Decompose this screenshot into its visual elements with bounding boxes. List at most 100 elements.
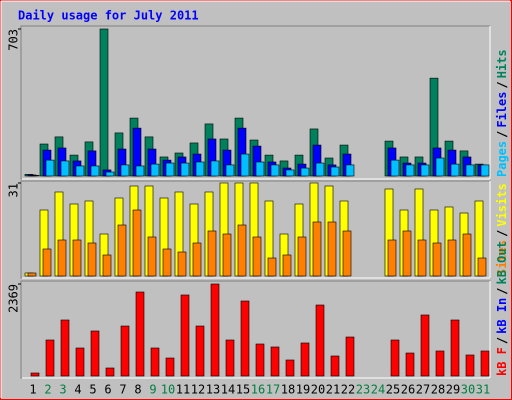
bar	[345, 164, 355, 177]
bar	[150, 347, 160, 377]
bar	[405, 164, 415, 177]
x-tick-label: 22	[341, 383, 355, 397]
chart-title: Daily usage for July 2011	[18, 9, 199, 23]
x-tick-label: 8	[134, 383, 141, 397]
legend-entry: kB In	[495, 298, 509, 334]
bar	[330, 355, 340, 377]
legend: Pages / Files / Hits	[495, 49, 509, 177]
bar	[177, 251, 187, 277]
x-tick-label: 9	[149, 383, 156, 397]
bar	[225, 339, 235, 377]
bar	[192, 242, 202, 277]
bar	[150, 163, 160, 177]
legend-entry: kB F	[495, 347, 509, 376]
x-tick-label: 5	[89, 383, 96, 397]
bar	[90, 165, 100, 177]
x-tick-label: 25	[386, 383, 400, 397]
x-tick-label: 19	[296, 383, 310, 397]
x-tick-label: 14	[221, 383, 235, 397]
bar	[480, 164, 490, 177]
bar	[210, 160, 220, 177]
bar	[195, 161, 205, 177]
legend-separator: /	[495, 131, 509, 138]
bar	[270, 346, 280, 377]
bar	[27, 272, 37, 277]
bar	[210, 283, 220, 377]
legend-separator: /	[495, 337, 509, 344]
x-tick-label: 23	[356, 383, 370, 397]
legend: Sites / Visits	[495, 183, 509, 276]
bar	[132, 209, 142, 277]
bar	[30, 372, 40, 377]
bar	[222, 233, 232, 277]
bar	[135, 291, 145, 377]
x-tick-label: 30	[461, 383, 475, 397]
bar	[42, 248, 52, 277]
legend-separator: /	[495, 230, 509, 237]
x-tick-label: 10	[161, 383, 175, 397]
x-tick-label: 17	[266, 383, 280, 397]
bar	[282, 254, 292, 277]
bar	[342, 230, 352, 277]
bar	[345, 336, 355, 377]
bar	[405, 352, 415, 377]
bar	[60, 319, 70, 377]
bar	[390, 159, 400, 177]
bar	[315, 162, 325, 177]
legend-entry: Pages	[495, 141, 509, 177]
legend-entry: Visits	[495, 183, 509, 226]
bar	[102, 254, 112, 277]
bar	[267, 257, 277, 277]
x-tick-label: 29	[446, 383, 460, 397]
x-tick-label: 4	[74, 383, 81, 397]
x-tick-label: 7	[119, 383, 126, 397]
bar	[435, 350, 445, 377]
bar	[162, 248, 172, 277]
x-tick-label: 28	[431, 383, 445, 397]
legend-entry: Hits	[495, 49, 509, 78]
bar	[465, 354, 475, 377]
bar	[450, 163, 460, 177]
x-tick-label: 12	[191, 383, 205, 397]
bar	[75, 165, 85, 177]
bar	[435, 157, 445, 177]
bar	[135, 165, 145, 177]
bar	[120, 164, 130, 177]
x-tick-label: 2	[44, 383, 51, 397]
bar	[120, 325, 130, 377]
bar	[105, 171, 115, 177]
x-tick-label: 1	[29, 383, 36, 397]
bar	[330, 166, 340, 177]
bar	[417, 239, 427, 277]
bar	[285, 169, 295, 177]
bar	[480, 350, 490, 377]
bar	[165, 162, 175, 177]
x-tick-label: 27	[416, 383, 430, 397]
bar	[240, 300, 250, 377]
bar	[207, 230, 217, 277]
bar	[30, 175, 40, 177]
bar	[447, 239, 457, 277]
bar	[255, 343, 265, 377]
bar	[420, 164, 430, 177]
bar	[270, 164, 280, 177]
bar	[147, 236, 157, 277]
bar	[165, 357, 175, 377]
legend-separator: /	[495, 81, 509, 88]
y-tick-label: 2369	[7, 284, 21, 313]
bar	[285, 359, 295, 377]
bar	[315, 304, 325, 377]
x-tick-label: 20	[311, 383, 325, 397]
bar	[99, 28, 109, 177]
y-tick-label: 703	[7, 29, 21, 51]
x-tick-label: 24	[371, 383, 385, 397]
bar	[240, 153, 250, 177]
bar	[45, 339, 55, 377]
bar	[300, 167, 310, 177]
bar	[180, 162, 190, 177]
bar	[252, 236, 262, 277]
legend: kB F / kB In / kB Out	[495, 241, 509, 376]
bar	[477, 257, 487, 277]
bar	[300, 342, 310, 377]
